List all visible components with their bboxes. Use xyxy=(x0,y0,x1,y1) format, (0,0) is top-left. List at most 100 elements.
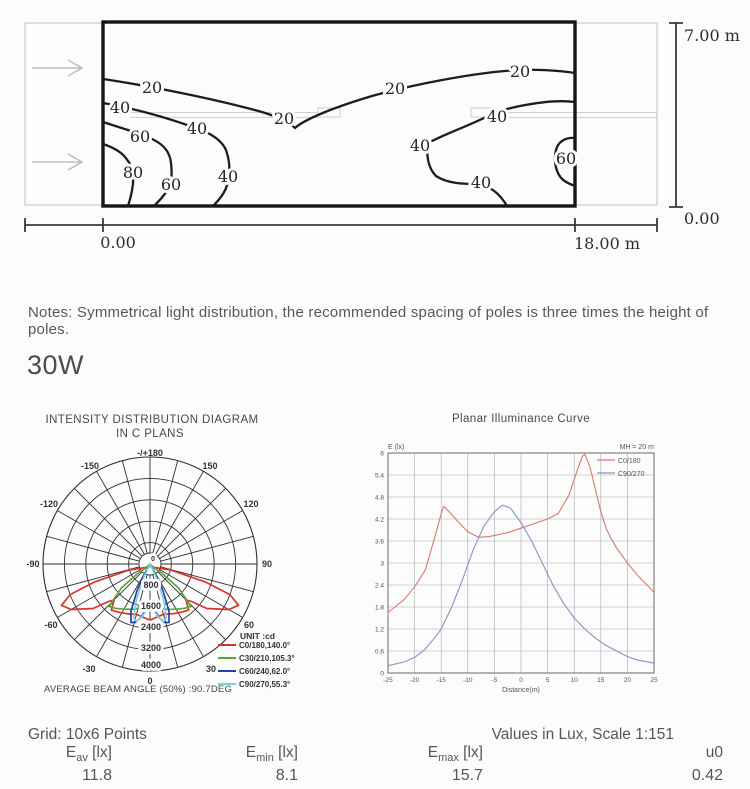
x-tick: 5 xyxy=(546,677,550,684)
contour-label: 40 xyxy=(487,107,507,126)
metric-base: u0 xyxy=(705,744,723,761)
contour-label: 20 xyxy=(510,62,530,81)
angle-label-n60: -60 xyxy=(44,620,57,630)
x-tick: 15 xyxy=(597,677,605,684)
contour-40-right xyxy=(426,100,577,208)
contour-label: 40 xyxy=(110,98,130,117)
metric-eav-header: Eav [lx] xyxy=(0,744,112,764)
polar-title-line1: INTENSITY DISTRIBUTION DIAGRAM xyxy=(45,414,258,426)
wattage-heading: 30W xyxy=(27,350,85,380)
polar-angle-labels: -/+180 150 -150 120 -120 90 -90 60 -60 3… xyxy=(26,448,272,686)
planar-x-ticks: -25 -20 -15 -10 -5 0 5 10 15 20 25 xyxy=(383,677,658,684)
y-tick: 1.2 xyxy=(375,627,384,634)
contour-60-right xyxy=(553,136,577,188)
curve-c0-180 xyxy=(60,563,240,622)
x-tick: 20 xyxy=(624,677,632,684)
grid-points-label: Grid: 10x6 Points xyxy=(28,726,147,743)
angle-label-0: 0 xyxy=(147,676,152,686)
planar-illuminance-chart: Planar Illuminance Curve E (lx) MH = 20 … xyxy=(375,413,658,694)
planar-y-ticks: 6 5.4 4.8 4.2 3.6 3 2.4 1.8 1.2 0.6 0 xyxy=(375,451,384,678)
contour-label: 40 xyxy=(187,119,207,138)
contour-40-left xyxy=(101,101,231,208)
polar-curves xyxy=(60,563,240,624)
radial-label-800: 800 xyxy=(143,580,158,590)
radial-label-3200: 3200 xyxy=(141,643,161,653)
metric-emin-value: 8.1 xyxy=(275,767,298,785)
planar-curve-c90-270 xyxy=(387,504,655,667)
contour-label: 20 xyxy=(142,78,162,97)
planar-curves xyxy=(387,453,655,667)
y-tick: 0.6 xyxy=(375,649,384,656)
angle-label-n150: -150 xyxy=(81,461,99,471)
polar-grid xyxy=(42,456,258,672)
x-tick: -20 xyxy=(410,677,420,684)
planar-legend: C0/180 C90/270 xyxy=(597,458,645,478)
angle-label-n90: -90 xyxy=(26,559,39,569)
metric-eav: Eav [lx] 11.8 xyxy=(0,744,112,785)
contour-label: 60 xyxy=(130,127,150,146)
y-tick: 3 xyxy=(380,561,384,568)
contour-label: 40 xyxy=(471,173,491,192)
metric-emax-value: 15.7 xyxy=(451,767,483,785)
contour-label: 20 xyxy=(385,79,405,98)
y-tick: 4.8 xyxy=(375,495,384,502)
metric-base: E xyxy=(65,744,77,761)
planar-curve-c0-180 xyxy=(387,453,655,613)
metric-u0: u0 0.42 xyxy=(611,744,723,785)
radial-label-0: 0 xyxy=(151,556,155,563)
dim-height-top: 7.00 m xyxy=(684,26,740,45)
isolux-diagram: 20 20 20 20 40 40 40 40 40 40 60 60 60 8… xyxy=(24,20,740,253)
isolux-contour-labels: 20 20 20 20 40 40 40 40 40 40 60 60 60 8… xyxy=(107,59,579,197)
planar-frame xyxy=(387,452,655,674)
arrow-icon xyxy=(32,59,84,77)
metric-sub: max xyxy=(438,752,459,765)
planar-corner-label: MH = 20 m xyxy=(620,444,655,451)
x-tick: 10 xyxy=(571,677,579,684)
y-tick: 0 xyxy=(380,671,384,678)
metric-unit: [lx] xyxy=(87,744,112,761)
planar-y-axis-label: E (lx) xyxy=(388,444,404,451)
contour-label: 60 xyxy=(556,149,576,168)
polar-unit-label: UNIT :cd xyxy=(240,631,275,641)
arrow-icon xyxy=(32,153,84,171)
curve-c90-270 xyxy=(132,563,168,623)
dimension-labels: 7.00 m 0.00 0.00 18.00 m xyxy=(100,26,740,253)
contour-label: 40 xyxy=(410,136,430,155)
metric-base: E xyxy=(245,744,257,761)
x-tick: 0 xyxy=(519,677,523,684)
average-beam-angle-text: AVERAGE BEAM ANGLE (50%) :90.7DEG xyxy=(44,684,232,695)
legend-label-c30: C30/210,105.3° xyxy=(239,654,295,663)
planar-x-axis-label: Distance(m) xyxy=(502,687,540,694)
metric-sub: av xyxy=(76,752,88,765)
y-tick: 4.2 xyxy=(375,517,384,524)
angle-label-30: 30 xyxy=(206,664,216,674)
notes-text: Notes: Symmetrical light distribution, t… xyxy=(28,304,709,338)
angle-label-90: 90 xyxy=(262,559,272,569)
intensity-distribution-diagram: INTENSITY DISTRIBUTION DIAGRAM IN C PLAN… xyxy=(26,414,295,695)
scale-label: Values in Lux, Scale 1:151 xyxy=(491,726,674,743)
metric-u0-value: 0.42 xyxy=(691,767,723,785)
metric-unit: [lx] xyxy=(273,744,298,761)
x-tick: -15 xyxy=(436,677,446,684)
metric-u0-header: u0 xyxy=(611,744,723,764)
contour-80 xyxy=(101,142,135,208)
contour-label: 20 xyxy=(274,109,294,128)
y-tick: 2.4 xyxy=(375,583,384,590)
metric-unit: [lx] xyxy=(458,744,483,761)
metric-base: E xyxy=(427,744,439,761)
contour-label: 60 xyxy=(161,175,181,194)
polar-title-line2: IN C PLANS xyxy=(116,428,184,440)
angle-label-120: 120 xyxy=(243,499,258,509)
metric-emin-header: Emin [lx] xyxy=(186,744,298,764)
legend-label-c90-270: C90/270 xyxy=(618,471,645,478)
metric-eav-value: 11.8 xyxy=(82,767,112,785)
contour-label: 40 xyxy=(218,167,238,186)
radial-label-4000: 4000 xyxy=(141,660,161,670)
metric-emax-header: Emax [lx] xyxy=(371,744,483,764)
legend-label-c0: C0/180,140.0° xyxy=(239,641,290,650)
polar-radial-labels: 0 800 1600 2400 3200 4000 xyxy=(138,553,164,673)
radial-label-1600: 1600 xyxy=(141,601,161,611)
isolux-contour-lines xyxy=(101,68,577,208)
y-tick: 1.8 xyxy=(375,605,384,612)
x-tick: -5 xyxy=(492,677,498,684)
